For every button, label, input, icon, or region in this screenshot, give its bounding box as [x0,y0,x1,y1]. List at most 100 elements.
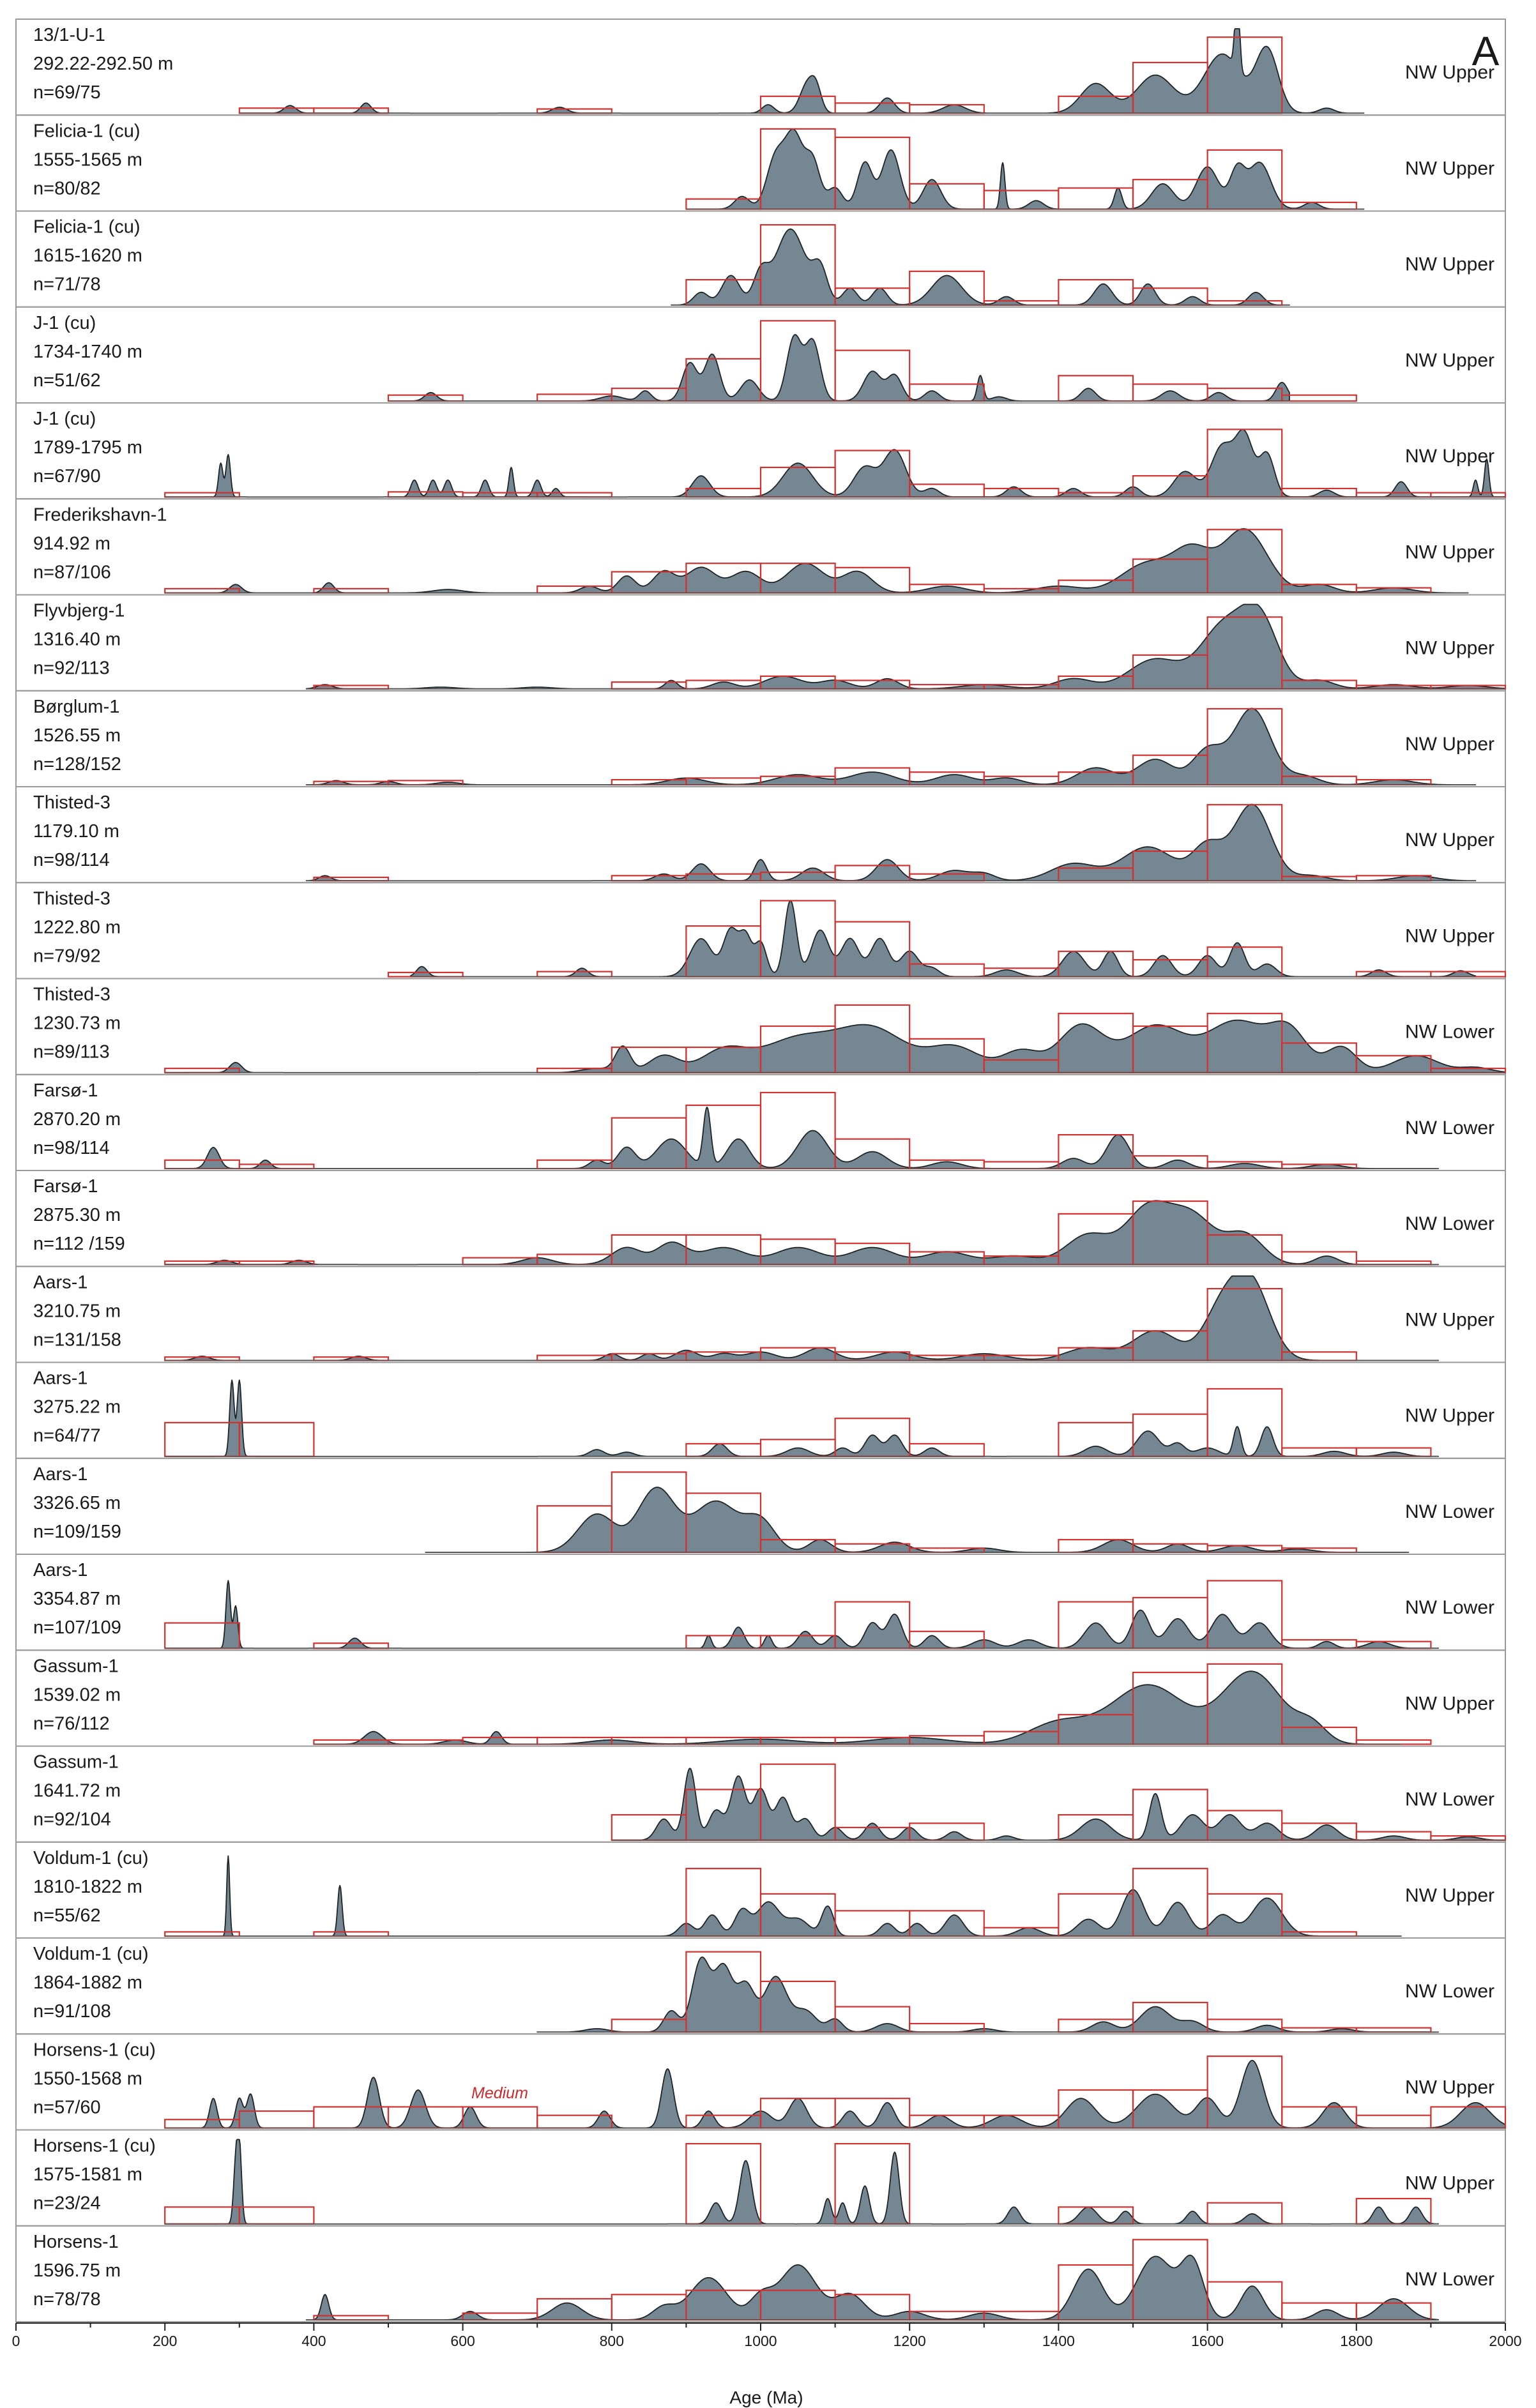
x-tick-label: 1800 [1340,2333,1373,2349]
sample-well-name: Thisted-3 [33,985,110,1005]
sample-depth: 1641.72 m [33,1781,121,1801]
sample-group-label: NW Lower [1405,1789,1494,1810]
density-curve [536,1957,1439,2033]
x-axis: 0 200 400 600 800 1000 1200 1400 1600 1800 2000 [12,2322,1522,2349]
sample-depth: 1789-1795 m [33,437,142,458]
sample-group-label: NW Upper [1405,254,1494,275]
sample-depth: 3275.22 m [33,1397,121,1418]
sample-group-label: NW Upper [1405,541,1494,563]
sample-n-count: n=78/78 [33,2289,101,2310]
sample-well-name: Aars-1 [33,1368,87,1389]
sample-n-count: n=107/109 [33,1617,121,1638]
sample-n-count: n=71/78 [33,275,101,295]
sample-depth: 1575-1581 m [33,2165,142,2185]
sample-n-count: n=51/62 [33,370,101,391]
sample-group-label: NW Upper [1405,925,1494,946]
sample-depth: 1596.75 m [33,2260,121,2281]
sample-panel: Voldum-1 (cu) 1864-1882 m n=91/108 NW Lower [15,1937,1506,2035]
sample-depth: 1734-1740 m [33,342,142,362]
sample-well-name: Gassum-1 [33,1656,119,1676]
sample-group-label: NW Upper [1405,350,1494,371]
sample-well-name: Horsens-1 (cu) [33,2040,156,2060]
sample-depth: 1864-1882 m [33,1973,142,1993]
x-tick-label: 600 [450,2333,475,2349]
sample-group-label: NW Upper [1405,829,1494,851]
sample-n-count: n=69/75 [33,82,101,103]
panel-border [15,2225,1506,2322]
sample-depth: 1615-1620 m [33,246,142,266]
sample-group-label: NW Upper [1405,734,1494,755]
sample-group-label: NW Upper [1405,446,1494,467]
sample-depth: 1230.73 m [33,1013,121,1034]
sample-n-count: n=76/112 [33,1713,110,1734]
sample-well-name: Farsø-1 [33,1176,98,1197]
x-tick-label: 1600 [1191,2333,1224,2349]
sample-n-count: n=131/158 [33,1329,121,1350]
x-tick-label: 2000 [1489,2333,1521,2349]
x-tick-label: 800 [600,2333,624,2349]
sample-n-count: n=128/152 [33,754,121,775]
sample-group-label: NW Upper [1405,2077,1494,2098]
sample-group-label: NW Upper [1405,2173,1494,2194]
sample-n-count: n=92/113 [33,658,110,679]
sample-group-label: NW Upper [1405,638,1494,659]
sample-n-count: n=64/77 [33,1426,101,1446]
sample-panel: Horsens-1 (cu) 1575-1581 m n=23/24 NW Upper [15,2129,1506,2227]
sample-well-name: Voldum-1 (cu) [33,1944,149,1964]
sample-depth: 2870.20 m [33,1109,121,1130]
sample-depth: 914.92 m [33,533,110,554]
sample-depth: 1316.40 m [33,630,121,650]
sample-panel: Flyvbjerg-1 1316.40 m n=92/113 NW Upper [15,594,1507,692]
x-tick-label: 1000 [744,2333,777,2349]
sample-well-name: Felicia-1 (cu) [33,121,141,141]
sample-n-count: n=79/92 [33,946,101,966]
density-curve [425,1487,1410,1553]
sample-panel: Felicia-1 (cu) 1615-1620 m n=71/78 NW Upper [15,210,1506,308]
density-curve [685,128,1365,210]
sample-depth: 3354.87 m [33,1589,121,1609]
sample-n-count: n=98/114 [33,1138,110,1158]
x-tick-label: 0 [12,2333,20,2349]
sample-group-label: NW Upper [1405,62,1494,83]
x-tick-label: 1400 [1042,2333,1075,2349]
sample-well-name: Voldum-1 (cu) [33,1848,149,1868]
sample-group-label: NW Upper [1405,1405,1494,1427]
sample-panel: Thisted-3 1179.10 m n=98/114 NW Upper [15,786,1506,884]
sample-well-name: 13/1-U-1 [33,25,105,45]
sample-n-count: n=89/113 [33,1042,110,1063]
sample-well-name: Farsø-1 [33,1080,98,1101]
sample-depth: 2875.30 m [33,1205,121,1225]
sample-group-label: NW Lower [1405,1213,1494,1234]
sample-depth: 1179.10 m [33,821,119,842]
sample-well-name: Felicia-1 (cu) [33,217,141,238]
sample-depth: 1555-1565 m [33,149,142,170]
sample-panel: Aars-1 3354.87 m n=107/109 NW Lower [15,1554,1506,1651]
sample-well-name: Børglum-1 [33,697,119,717]
sample-n-count: n=109/159 [33,1522,121,1542]
sample-panel: Frederikshavn-1 914.92 m n=87/106 NW Upper [15,498,1506,596]
sample-n-count: n=87/106 [33,562,111,582]
sample-panel: Aars-1 3210.75 m n=131/158 NW Upper [15,1266,1506,1363]
sample-depth: 1222.80 m [33,917,121,937]
chart-title: A [1472,28,1500,74]
sample-n-count: n=57/60 [33,2097,101,2117]
sample-n-count: n=80/82 [33,178,101,199]
sample-group-label: NW Upper [1405,1693,1494,1714]
sample-depth: 1810-1822 m [33,1877,142,1897]
sample-well-name: Aars-1 [33,1464,87,1485]
sample-well-name: Aars-1 [33,1272,87,1292]
sample-well-name: Thisted-3 [33,888,110,909]
x-tick-label: 1200 [893,2333,926,2349]
density-curve [313,1670,1402,1745]
sample-depth: 1539.02 m [33,1685,121,1705]
sample-group-label: NW Lower [1405,1981,1494,2002]
sample-depth: 3210.75 m [33,1301,121,1321]
sample-well-name: Thisted-3 [33,792,110,813]
sample-n-count: n=67/90 [33,466,101,487]
sample-well-name: J-1 (cu) [33,409,96,429]
sample-depth: 3326.65 m [33,1493,121,1513]
sample-n-count: n=98/114 [33,850,110,870]
sample-well-name: Flyvbjerg-1 [33,601,125,621]
